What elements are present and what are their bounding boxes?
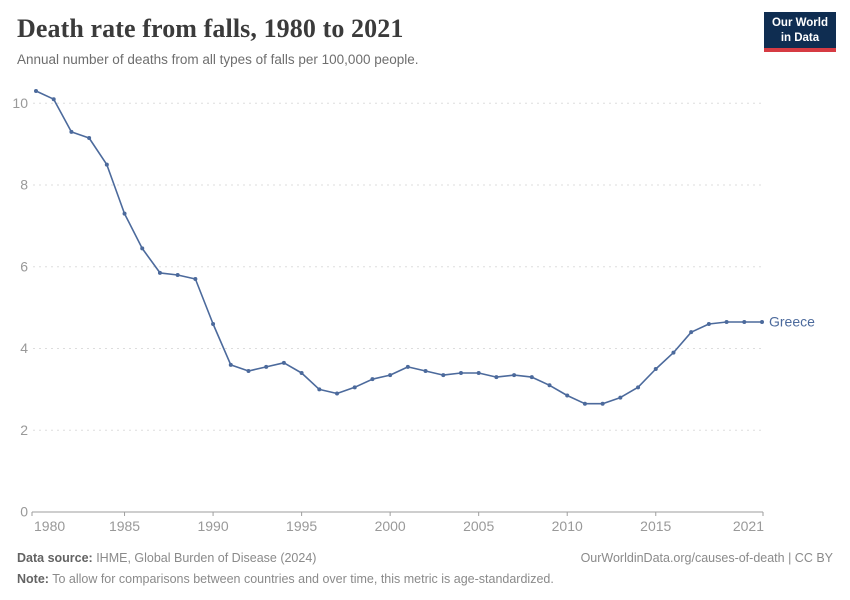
data-source-label: Data source: xyxy=(17,551,93,565)
owid-logo-line2: in Data xyxy=(780,31,820,44)
data-point-1996[interactable] xyxy=(317,387,322,392)
x-tick-label-1990: 1990 xyxy=(197,518,228,534)
data-point-2019[interactable] xyxy=(724,319,729,324)
data-point-2017[interactable] xyxy=(689,330,694,335)
chart-footer: Data source: IHME, Global Burden of Dise… xyxy=(17,548,833,591)
data-point-1994[interactable] xyxy=(281,360,286,365)
data-point-2011[interactable] xyxy=(582,401,587,406)
data-point-1999[interactable] xyxy=(370,377,375,382)
x-tick-label-2021: 2021 xyxy=(733,518,764,534)
y-tick-label-0: 0 xyxy=(20,504,28,520)
x-tick-label-2000: 2000 xyxy=(375,518,406,534)
data-point-1985[interactable] xyxy=(122,211,127,216)
data-point-1982[interactable] xyxy=(69,129,74,134)
y-tick-label-6: 6 xyxy=(20,258,28,274)
series-label-greece: Greece xyxy=(769,313,815,329)
x-tick-label-2015: 2015 xyxy=(640,518,671,534)
data-point-1998[interactable] xyxy=(352,385,357,390)
data-point-2021[interactable] xyxy=(760,319,764,324)
data-point-2010[interactable] xyxy=(565,393,570,398)
owid-logo: Our World in Data xyxy=(763,12,836,53)
data-point-2014[interactable] xyxy=(636,385,641,390)
data-point-2020[interactable] xyxy=(742,319,747,324)
data-point-1989[interactable] xyxy=(193,277,198,282)
data-point-1993[interactable] xyxy=(264,364,269,369)
attribution-link: OurWorldinData.org/causes-of-death | CC … xyxy=(580,551,833,565)
data-point-2013[interactable] xyxy=(618,395,623,400)
data-point-1987[interactable] xyxy=(157,270,162,275)
data-point-1990[interactable] xyxy=(211,321,216,326)
chart-area[interactable]: 0 2 4 6 8 10 1980 1985 1990 1995 2000 2005 2010 2015 2… xyxy=(0,80,850,540)
data-point-2004[interactable] xyxy=(458,371,463,376)
y-tick-label-2: 2 xyxy=(20,422,28,438)
x-tick-label-1985: 1985 xyxy=(109,518,140,534)
data-point-2001[interactable] xyxy=(405,364,410,369)
x-tick-label-2010: 2010 xyxy=(552,518,583,534)
chart-line-greece[interactable] xyxy=(35,90,763,405)
data-point-1997[interactable] xyxy=(335,391,340,396)
data-point-1981[interactable] xyxy=(51,97,56,102)
data-point-1995[interactable] xyxy=(299,371,304,376)
x-tick-label-1995: 1995 xyxy=(286,518,317,534)
data-point-1983[interactable] xyxy=(87,136,92,141)
data-point-2005[interactable] xyxy=(476,371,481,376)
data-point-1988[interactable] xyxy=(175,272,180,277)
data-point-2003[interactable] xyxy=(441,373,446,378)
y-tick-label-8: 8 xyxy=(20,177,28,193)
data-point-1992[interactable] xyxy=(246,368,251,373)
y-tick-label-10: 10 xyxy=(12,95,28,111)
page-subtitle: Annual number of deaths from all types o… xyxy=(17,52,419,67)
data-point-2008[interactable] xyxy=(529,375,534,380)
page-title: Death rate from falls, 1980 to 2021 xyxy=(17,14,404,43)
note-text: To allow for comparisons between countri… xyxy=(48,572,554,587)
x-tick-label-1980: 1980 xyxy=(34,518,65,534)
data-point-1980[interactable] xyxy=(34,89,38,94)
x-tick-label-2005: 2005 xyxy=(463,518,494,534)
data-point-2006[interactable] xyxy=(494,375,499,380)
data-point-2000[interactable] xyxy=(388,373,393,378)
chart-svg[interactable]: 0 2 4 6 8 10 1980 1985 1990 1995 2000 2005 2010 2015 2… xyxy=(0,80,850,540)
data-source-line: Data source: IHME, Global Burden of Dise… xyxy=(17,548,316,569)
data-point-1984[interactable] xyxy=(104,162,109,167)
data-point-1986[interactable] xyxy=(140,246,145,251)
note-label: Note: xyxy=(17,572,49,587)
data-point-2016[interactable] xyxy=(671,350,676,355)
data-point-2012[interactable] xyxy=(600,401,605,406)
data-point-2002[interactable] xyxy=(423,368,428,373)
data-point-1991[interactable] xyxy=(228,362,233,367)
y-tick-label-4: 4 xyxy=(20,340,28,356)
data-point-2018[interactable] xyxy=(706,321,711,326)
data-point-2007[interactable] xyxy=(512,373,517,378)
data-point-2009[interactable] xyxy=(547,383,552,388)
owid-logo-line1: Our World xyxy=(771,17,828,29)
data-point-2015[interactable] xyxy=(653,366,658,371)
data-source-text: IHME, Global Burden of Disease (2024) xyxy=(92,551,317,565)
